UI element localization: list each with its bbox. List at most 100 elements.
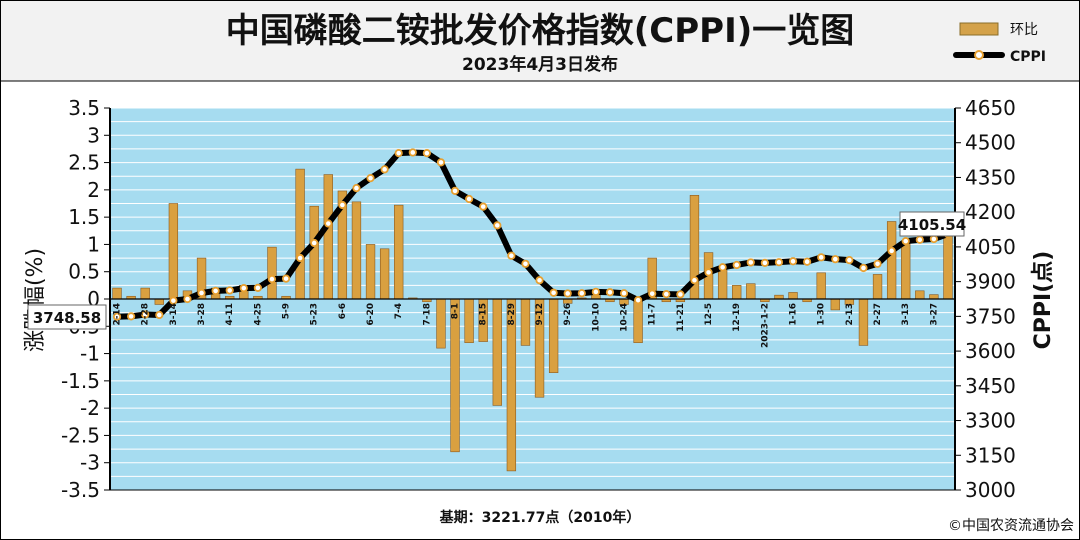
cppi-point [619, 289, 629, 298]
bar [154, 298, 164, 305]
last-point-box [899, 211, 965, 237]
left-axis-title: 涨跌幅(%) [23, 248, 48, 352]
cppi-point [774, 258, 784, 267]
cppi-point [521, 259, 530, 268]
cppi-point [366, 174, 375, 183]
right-tick-label: 4200 [965, 200, 1016, 224]
cppi-point [408, 148, 417, 157]
cppi-point [591, 287, 600, 296]
cppi-point [507, 251, 516, 260]
x-tick-label: 2-28 [141, 303, 151, 326]
cppi-point [535, 276, 544, 285]
right-tick-label: 3000 [965, 478, 1016, 502]
legend-line-marker [974, 50, 984, 60]
cppi-point [267, 274, 277, 284]
bar [732, 285, 742, 300]
x-tick-label: 1-16 [789, 303, 799, 326]
x-tick-label: 8-15 [479, 303, 489, 326]
bar [140, 287, 150, 300]
cppi-point [859, 263, 868, 273]
x-tick-label: 9-12 [535, 303, 545, 326]
last-point-callout: 4105.54 [898, 211, 966, 237]
cppi-point [493, 221, 502, 230]
left-tick-label: 3 [87, 123, 100, 147]
cppi-point [577, 289, 586, 298]
cppi-point [732, 260, 741, 270]
right-tick-label: 4350 [965, 165, 1016, 189]
left-tick-label: -3.5 [61, 478, 100, 502]
x-tick-label: 12-19 [732, 303, 742, 332]
x-tick-label: 2-27 [873, 303, 883, 326]
x-tick-label: 10-24 [620, 303, 630, 332]
bar [365, 244, 376, 300]
cppi-point [662, 290, 671, 299]
cppi-point [845, 256, 854, 265]
cppi-point [563, 289, 572, 298]
bar [788, 292, 798, 300]
cppi-point [760, 258, 769, 267]
left-tick-label: 1 [87, 232, 100, 256]
cppi-point [352, 184, 361, 193]
cppi-point [803, 257, 812, 266]
bar [351, 201, 362, 300]
cppi-point [831, 255, 840, 264]
cppi-point [676, 290, 685, 299]
bar [267, 246, 277, 300]
x-tick-label: 2023-1-2 [760, 303, 770, 348]
x-tick-label: 3-28 [197, 303, 207, 326]
x-tick-label: 9-26 [563, 303, 573, 326]
bar-series [110, 168, 955, 472]
cppi-point [422, 149, 431, 158]
bar [295, 168, 305, 300]
x-tick-label: 11-7 [648, 303, 658, 326]
left-tick-label: 1.5 [68, 205, 100, 229]
bar [563, 298, 573, 304]
cppi-point [605, 288, 615, 297]
bar [450, 298, 460, 453]
cppi-point [450, 186, 460, 195]
bar [112, 287, 122, 300]
right-tick-label: 3300 [965, 409, 1016, 433]
bar [168, 203, 179, 300]
bar [929, 294, 939, 300]
cppi-point [324, 219, 333, 228]
cppi-point [155, 310, 164, 320]
last-point-label: 4105.54 [898, 216, 966, 234]
cppi-point [887, 246, 896, 255]
bar [830, 298, 840, 311]
cppi-point [929, 234, 938, 244]
x-tick-label: 2-14 [113, 303, 123, 326]
bar [717, 268, 728, 300]
bar [323, 174, 333, 300]
legend: 环比 CPPI [953, 22, 1046, 65]
cppi-point [436, 158, 446, 167]
cppi-point [296, 253, 305, 263]
right-tick-label: 3750 [965, 304, 1016, 328]
x-tick-label: 6-6 [338, 303, 348, 319]
bar [548, 298, 559, 373]
bar [520, 298, 531, 346]
left-tick-label: 2 [87, 178, 100, 202]
left-tick-label: -1 [80, 342, 100, 366]
cppi-point [310, 238, 319, 248]
left-tick-label: 3.5 [68, 96, 100, 120]
x-tick-label: 2-13 [845, 303, 855, 326]
left-tick-label: -2.5 [61, 423, 100, 447]
cppi-point [127, 312, 136, 321]
bar [633, 298, 643, 343]
chart-subtitle: 2023年4月3日发布 [462, 54, 618, 75]
left-tick-label: 2.5 [68, 151, 100, 175]
right-axis-title: CPPI(点) [1030, 251, 1056, 350]
base-note: 基期：3221.77点（2010年） [440, 509, 641, 526]
bar [394, 204, 404, 300]
x-tick-label: 3-14 [169, 303, 179, 326]
bar [915, 290, 925, 300]
cppi-point [690, 276, 699, 285]
bar [379, 248, 390, 300]
cppi-point [648, 289, 657, 298]
x-tick-label: 4-25 [253, 303, 263, 326]
x-tick-label: 1-30 [817, 303, 827, 326]
gridlines [110, 107, 955, 491]
x-tick-label: 5-9 [282, 303, 292, 319]
